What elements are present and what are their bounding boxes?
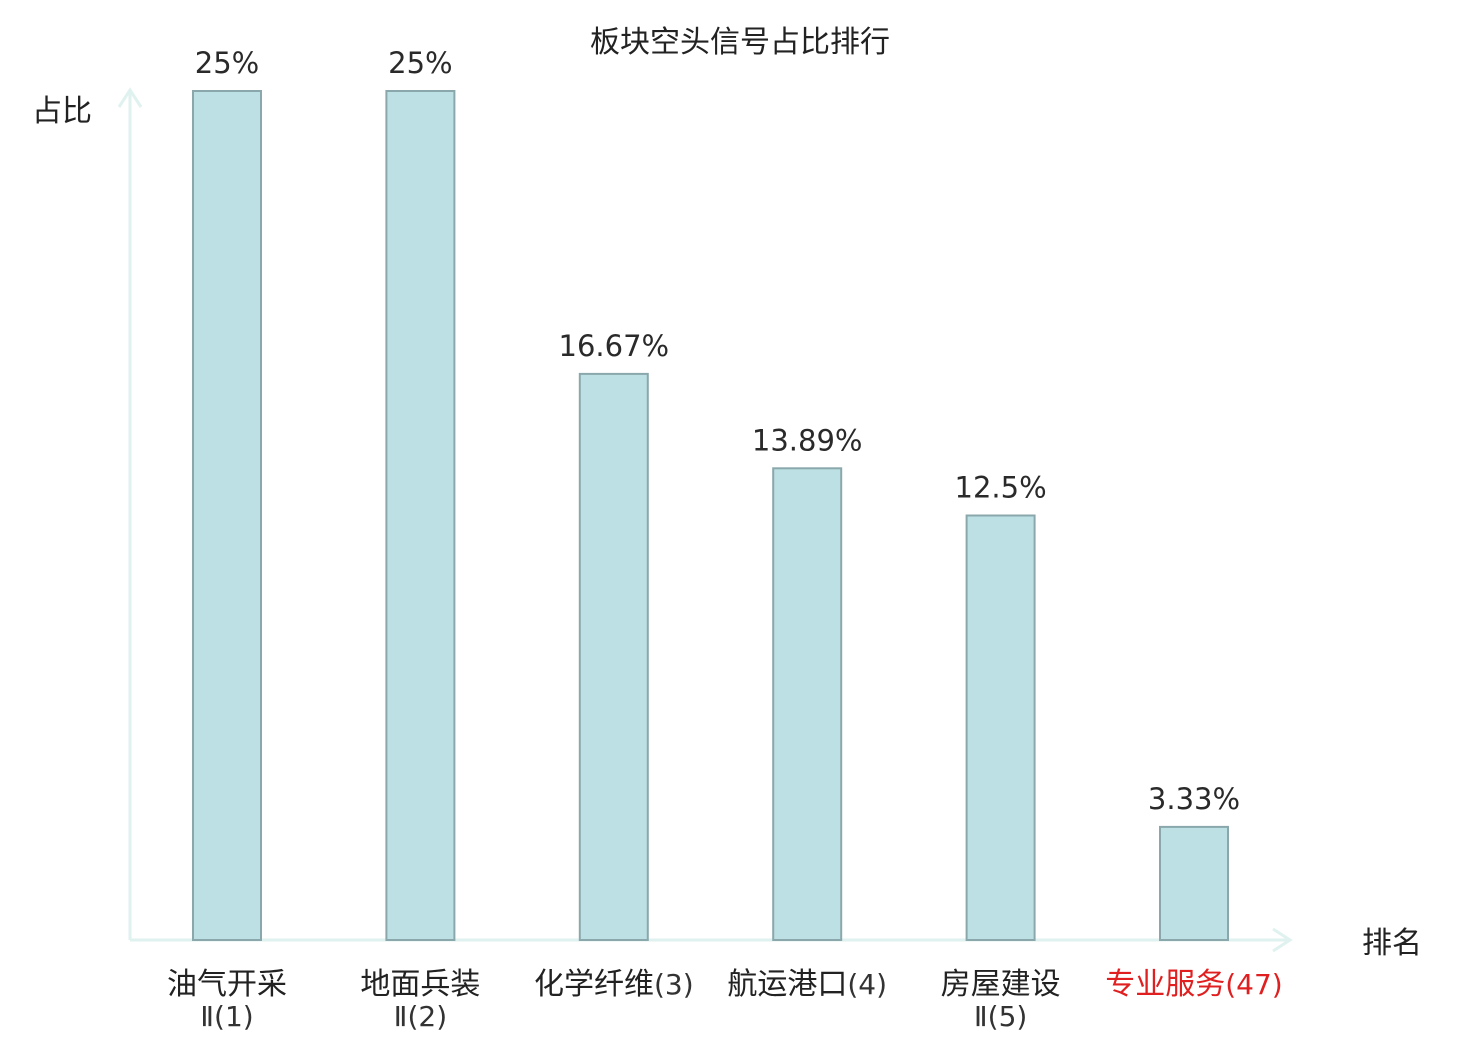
bar <box>772 467 843 941</box>
x-tick-rank: (3) <box>654 968 694 1001</box>
bar-value-label: 13.89% <box>752 423 863 457</box>
x-tick-rank: (2) <box>407 1000 447 1033</box>
y-axis-arrow <box>117 87 143 108</box>
x-tick-sub: Ⅱ <box>200 1000 214 1033</box>
x-tick-sub: Ⅱ <box>394 1000 408 1033</box>
bar <box>965 514 1036 941</box>
x-tick-sub: Ⅱ <box>974 1000 988 1033</box>
x-tick-name: 房屋建设 <box>941 967 1061 1002</box>
y-axis-label: 占比 <box>32 94 92 129</box>
svg-text:Ⅱ(1): Ⅱ(1) <box>200 1000 253 1033</box>
x-tick-label: 专业服务(47) <box>1105 967 1282 1002</box>
bar <box>1159 825 1229 942</box>
x-axis-label: 排名 <box>1362 926 1422 961</box>
bar-value-label: 12.5% <box>955 471 1047 505</box>
svg-text:Ⅱ(5): Ⅱ(5) <box>974 1000 1027 1033</box>
bar-value-label: 25% <box>195 46 259 80</box>
x-tick-label: 化学纤维(3) <box>534 967 694 1002</box>
x-tick-rank: (47) <box>1225 968 1282 1001</box>
svg-text:Ⅱ(2): Ⅱ(2) <box>394 1000 447 1033</box>
x-tick-name: 地面兵装 <box>360 967 480 1002</box>
bar <box>385 90 456 941</box>
x-tick-rank: (5) <box>988 1000 1028 1033</box>
bar <box>578 372 649 941</box>
svg-text:专业服务(47): 专业服务(47) <box>1105 967 1282 1002</box>
svg-text:航运港口(4): 航运港口(4) <box>727 967 887 1002</box>
x-tick-name: 油气开采 <box>167 967 287 1002</box>
x-tick-label: 航运港口(4) <box>727 967 887 1002</box>
x-tick-rank: (1) <box>214 1000 254 1033</box>
x-tick-name: 化学纤维 <box>534 967 654 1002</box>
bar <box>192 90 262 941</box>
chart-title: 板块空头信号占比排行 <box>590 25 890 60</box>
bars-group <box>192 90 1229 942</box>
bar-value-labels: 25% 25% 16.67% 13.89% 12.5% 3.33% <box>195 46 1240 816</box>
x-tick-name: 航运港口 <box>727 967 847 1002</box>
bar-value-label: 3.33% <box>1148 782 1240 816</box>
x-tick-rank: (4) <box>847 968 887 1001</box>
x-axis-arrow <box>1272 927 1293 953</box>
svg-text:化学纤维(3): 化学纤维(3) <box>534 967 694 1002</box>
bar-value-label: 16.67% <box>559 329 670 363</box>
x-tick-name: 专业服务 <box>1105 967 1225 1002</box>
axes <box>117 87 1293 953</box>
bar-value-label: 25% <box>388 46 452 80</box>
